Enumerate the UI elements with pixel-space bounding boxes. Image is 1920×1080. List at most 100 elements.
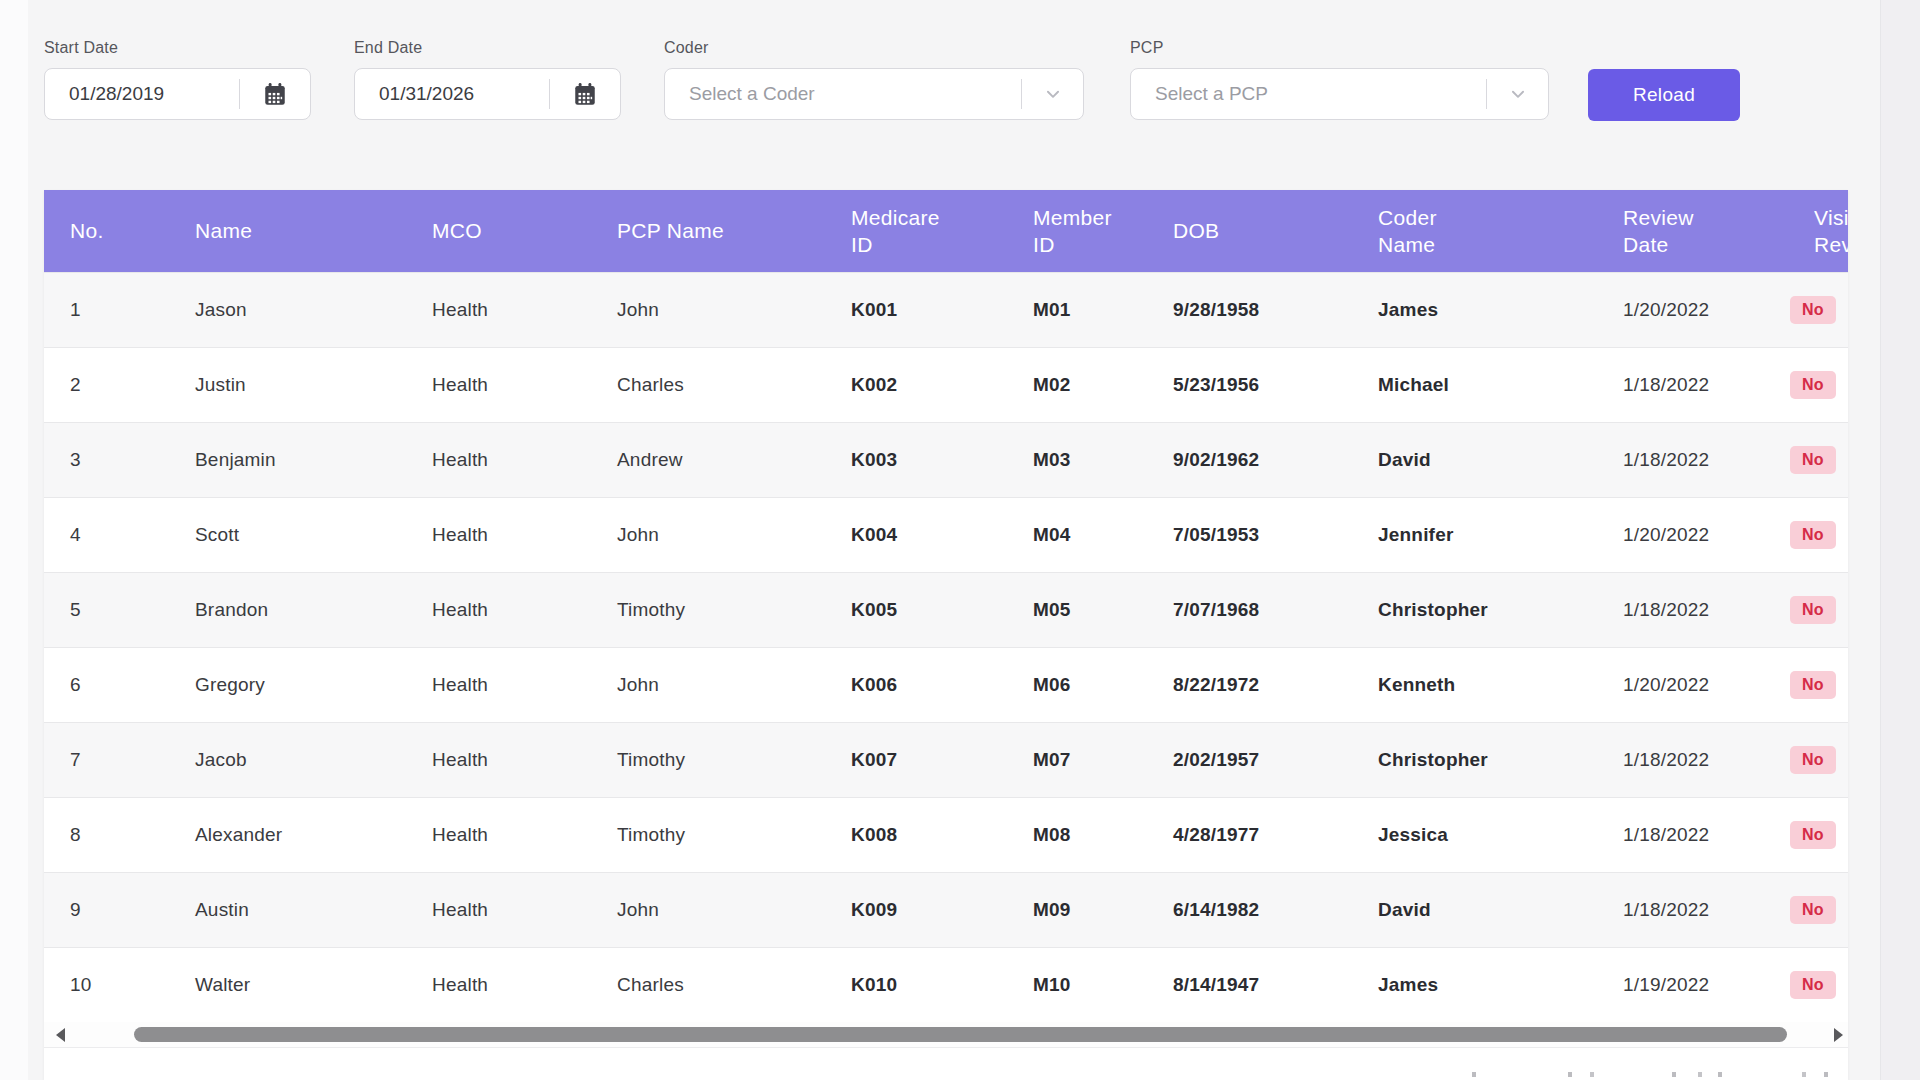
cell-review_date: 1/18/2022 <box>1597 797 1788 872</box>
cell-review_date: 1/18/2022 <box>1597 347 1788 422</box>
cell-name: Justin <box>169 347 406 422</box>
cell-review_date: 1/20/2022 <box>1597 647 1788 722</box>
cell-pcp_name: John <box>591 272 825 347</box>
results-table-card: No.NameMCOPCP NameMedicareIDMemberIDDOBC… <box>44 190 1848 1080</box>
visit-reviewed-badge: No <box>1790 371 1836 399</box>
cell-pcp_name: Timothy <box>591 572 825 647</box>
coder-placeholder: Select a Coder <box>665 83 1021 105</box>
table-header-row: No.NameMCOPCP NameMedicareIDMemberIDDOBC… <box>44 190 1848 272</box>
cell-no: 4 <box>44 497 169 572</box>
cell-visit_reviewed: No <box>1788 722 1848 797</box>
cell-medicare_id: K005 <box>825 572 1007 647</box>
cell-medicare_id: K009 <box>825 872 1007 947</box>
visit-reviewed-badge: No <box>1790 821 1836 849</box>
cell-pcp_name: Timothy <box>591 797 825 872</box>
cell-visit_reviewed: No <box>1788 647 1848 722</box>
cell-coder_name: Michael <box>1352 347 1597 422</box>
cell-medicare_id: K001 <box>825 272 1007 347</box>
cell-review_date: 1/18/2022 <box>1597 722 1788 797</box>
scroll-left-arrow-icon[interactable] <box>56 1028 65 1042</box>
cell-medicare_id: K004 <box>825 497 1007 572</box>
cell-name: Jason <box>169 272 406 347</box>
end-date-value[interactable]: 01/31/2026 <box>355 83 549 105</box>
cell-medicare_id: K003 <box>825 422 1007 497</box>
cell-mco: Health <box>406 497 591 572</box>
cell-mco: Health <box>406 797 591 872</box>
cell-no: 3 <box>44 422 169 497</box>
cell-name: Jacob <box>169 722 406 797</box>
visit-reviewed-badge: No <box>1790 971 1836 999</box>
column-header-name: Name <box>169 190 406 272</box>
cell-visit_reviewed: No <box>1788 572 1848 647</box>
end-date-calendar-button[interactable] <box>550 69 620 119</box>
cell-medicare_id: K008 <box>825 797 1007 872</box>
end-date-input[interactable]: 01/31/2026 <box>354 68 621 120</box>
table-row: 4ScottHealthJohnK004M047/05/1953Jennifer… <box>44 497 1848 572</box>
horizontal-scrollbar-thumb[interactable] <box>134 1027 1787 1042</box>
cell-member_id: M01 <box>1007 272 1147 347</box>
cell-dob: 8/22/1972 <box>1147 647 1352 722</box>
scroll-right-arrow-icon[interactable] <box>1834 1028 1843 1042</box>
cell-medicare_id: K010 <box>825 947 1007 1022</box>
cell-coder_name: Christopher <box>1352 572 1597 647</box>
visit-reviewed-badge: No <box>1790 746 1836 774</box>
visit-reviewed-badge: No <box>1790 596 1836 624</box>
cell-no: 5 <box>44 572 169 647</box>
table-row: 5BrandonHealthTimothyK005M057/07/1968Chr… <box>44 572 1848 647</box>
column-header-pcp_name: PCP Name <box>591 190 825 272</box>
calendar-icon <box>262 81 288 107</box>
cell-member_id: M04 <box>1007 497 1147 572</box>
column-header-no: No. <box>44 190 169 272</box>
cell-member_id: M03 <box>1007 422 1147 497</box>
pcp-select[interactable]: Select a PCP <box>1130 68 1549 120</box>
cell-name: Austin <box>169 872 406 947</box>
coder-select[interactable]: Select a Coder <box>664 68 1084 120</box>
cell-pcp_name: Charles <box>591 347 825 422</box>
page-left-gutter <box>0 0 28 1080</box>
coder-label: Coder <box>664 39 1084 57</box>
cell-visit_reviewed: No <box>1788 947 1848 1022</box>
pcp-placeholder: Select a PCP <box>1131 83 1486 105</box>
start-date-calendar-button[interactable] <box>240 69 310 119</box>
cell-dob: 8/14/1947 <box>1147 947 1352 1022</box>
cell-pcp_name: John <box>591 497 825 572</box>
cell-no: 6 <box>44 647 169 722</box>
cell-no: 10 <box>44 947 169 1022</box>
start-date-value[interactable]: 01/28/2019 <box>45 83 239 105</box>
clipped-paginator-text <box>1472 1072 1476 1077</box>
cell-member_id: M02 <box>1007 347 1147 422</box>
cell-name: Walter <box>169 947 406 1022</box>
cell-pcp_name: Timothy <box>591 722 825 797</box>
table-row: 3BenjaminHealthAndrewK003M039/02/1962Dav… <box>44 422 1848 497</box>
column-header-coder_name: CoderName <box>1352 190 1597 272</box>
chevron-down-icon[interactable] <box>1022 69 1083 119</box>
cell-pcp_name: John <box>591 647 825 722</box>
table-row: 9AustinHealthJohnK009M096/14/1982David1/… <box>44 872 1848 947</box>
column-header-medicare_id: MedicareID <box>825 190 1007 272</box>
end-date-filter: End Date 01/31/2026 <box>354 39 621 120</box>
cell-member_id: M05 <box>1007 572 1147 647</box>
cell-dob: 4/28/1977 <box>1147 797 1352 872</box>
reload-button[interactable]: Reload <box>1588 69 1740 121</box>
cell-coder_name: Kenneth <box>1352 647 1597 722</box>
cell-mco: Health <box>406 347 591 422</box>
table-row: 6GregoryHealthJohnK006M068/22/1972Kennet… <box>44 647 1848 722</box>
table-row: 7JacobHealthTimothyK007M072/02/1957Chris… <box>44 722 1848 797</box>
cell-name: Scott <box>169 497 406 572</box>
start-date-input[interactable]: 01/28/2019 <box>44 68 311 120</box>
page-right-gutter <box>1880 0 1920 1080</box>
pcp-label: PCP <box>1130 39 1549 57</box>
cell-coder_name: Christopher <box>1352 722 1597 797</box>
visits-table: No.NameMCOPCP NameMedicareIDMemberIDDOBC… <box>44 190 1848 1022</box>
cell-no: 1 <box>44 272 169 347</box>
chevron-down-icon[interactable] <box>1487 69 1548 119</box>
horizontal-scrollbar[interactable] <box>44 1022 1848 1048</box>
table-row: 8AlexanderHealthTimothyK008M084/28/1977J… <box>44 797 1848 872</box>
calendar-icon <box>572 81 598 107</box>
cell-name: Brandon <box>169 572 406 647</box>
cell-dob: 9/28/1958 <box>1147 272 1352 347</box>
cell-review_date: 1/18/2022 <box>1597 422 1788 497</box>
cell-dob: 6/14/1982 <box>1147 872 1352 947</box>
cell-review_date: 1/18/2022 <box>1597 572 1788 647</box>
cell-visit_reviewed: No <box>1788 272 1848 347</box>
